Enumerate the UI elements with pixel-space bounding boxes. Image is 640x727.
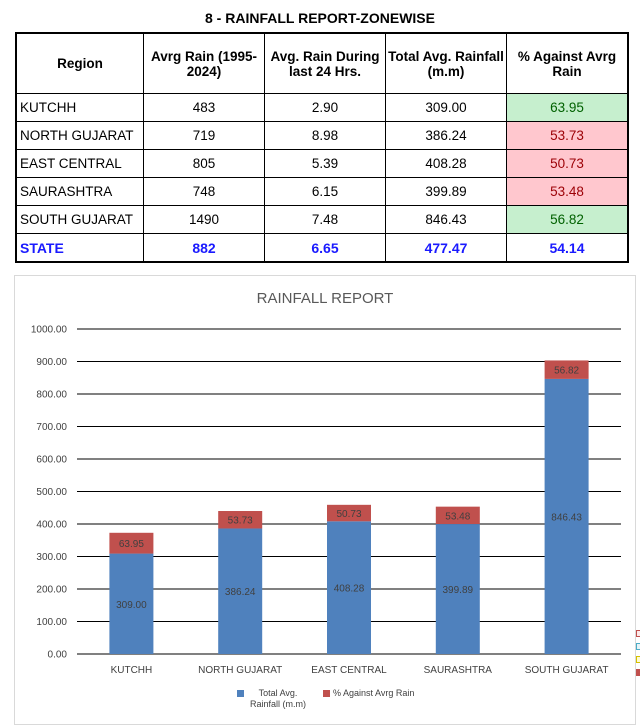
cell-last24: 6.15 [264,177,386,206]
cell-pct: 63.95 [506,93,629,122]
y-tick-label: 400.00 [36,520,67,531]
cell-region: NORTH GUJARAT [15,121,144,150]
cell-avg: 483 [143,93,265,122]
bar-pct [435,506,480,525]
header-avg-rain: Avrg Rain (1995-2024) [143,32,265,94]
y-tick-label: 200.00 [36,585,67,596]
y-tick-label: 900.00 [36,357,67,368]
cell-total: 309.00 [385,93,507,122]
bar-pct [109,532,154,554]
data-label-total: 408.28 [334,584,365,595]
cell-region: KUTCHH [15,93,144,122]
header-last-24: Avg. Rain During last 24 Hrs. [264,32,386,94]
legend-label-total: Total Avg. Rainfall (m.m) [249,688,306,709]
y-tick-label: 800.00 [36,390,67,401]
header-region: Region [15,32,144,94]
bar-total [327,521,371,654]
y-tick-label: 0.00 [48,650,68,661]
edge-legend-fragment [636,630,640,682]
cell-total: 408.28 [385,149,507,178]
cell-total: 399.89 [385,177,507,206]
y-tick-label: 100.00 [36,617,67,628]
legend-item-pct: % Against Avrg Rain [323,688,414,710]
table-row: KUTCHH 483 2.90 309.00 63.95 [15,93,629,122]
cell-avg: 1490 [143,205,265,234]
table-row: EAST CENTRAL 805 5.39 408.28 50.73 [15,149,629,178]
edge-swatch [636,656,640,663]
bar-pct [218,511,263,529]
cell-avg: 805 [143,149,265,178]
data-label-pct: 63.95 [119,539,144,550]
x-tick-label: EAST CENTRAL [311,665,387,676]
y-tick-label: 700.00 [36,422,67,433]
cell-pct: 50.73 [506,149,629,178]
legend-swatch-pct [323,690,330,697]
data-label-pct: 53.48 [445,511,470,522]
x-tick-label: SOUTH GUJARAT [525,665,609,676]
y-tick-label: 300.00 [36,552,67,563]
data-label-pct: 56.82 [554,366,579,377]
cell-avg: 719 [143,121,265,150]
cell-region: SAURASHTRA [15,177,144,206]
y-tick-label: 500.00 [36,487,67,498]
legend-swatch-total [237,690,244,697]
cell-pct: 53.73 [506,121,629,150]
cell-region: EAST CENTRAL [15,149,144,178]
data-label-total: 386.24 [225,587,256,598]
chart-title: RAINFALL REPORT [256,290,394,307]
data-label-total: 309.00 [116,600,147,611]
cell-pct: 56.82 [506,205,629,234]
bar-total [544,378,589,654]
table-header-row: Region Avrg Rain (1995-2024) Avg. Rain D… [15,32,629,94]
y-tick-label: 600.00 [36,455,67,466]
header-pct-against: % Against Avrg Rain [506,32,629,94]
cell-total: 477.47 [385,233,507,263]
table-row: SOUTH GUJARAT 1490 7.48 846.43 56.82 [15,205,629,234]
bar-pct [327,504,371,522]
chart-plot-area: 0.00 100.00 200.00 300.00 400.00 500.00 600.00… [31,325,621,676]
legend-label-pct: % Against Avrg Rain [333,688,415,698]
header-total-avg: Total Avg. Rainfall (m.m) [385,32,507,94]
x-tick-label: SAURASHTRA [424,665,493,676]
x-tick-label: NORTH GUJARAT [198,665,282,676]
edge-swatch [636,630,640,637]
bar-total [435,524,480,654]
cell-last24: 7.48 [264,205,386,234]
cell-last24: 8.98 [264,121,386,150]
cell-last24: 6.65 [264,233,386,263]
edge-swatch [636,669,640,676]
cell-avg: 748 [143,177,265,206]
data-label-pct: 50.73 [336,509,361,520]
cell-region: STATE [15,233,144,263]
cell-total: 846.43 [385,205,507,234]
bar-pct [544,360,589,379]
cell-pct: 53.48 [506,177,629,206]
table-row: SAURASHTRA 748 6.15 399.89 53.48 [15,177,629,206]
bar-total [109,553,154,654]
cell-last24: 2.90 [264,93,386,122]
table-row: NORTH GUJARAT 719 8.98 386.24 53.73 [15,121,629,150]
rainfall-chart: RAINFALL REPORT 0.00 100.00 200.00 300.00 40… [14,275,636,725]
report-title: 8 - RAINFALL REPORT-ZONEWISE [205,10,435,26]
cell-avg: 882 [143,233,265,263]
edge-swatch [636,643,640,650]
cell-region: SOUTH GUJARAT [15,205,144,234]
bar-total [218,528,263,654]
data-label-pct: 53.73 [228,516,253,527]
cell-pct: 54.14 [506,233,629,263]
y-tick-label: 1000.00 [31,325,68,336]
x-tick-label: KUTCHH [111,665,153,676]
rainfall-table: Region Avrg Rain (1995-2024) Avg. Rain D… [15,32,629,263]
state-total-row: STATE 882 6.65 477.47 54.14 [15,233,629,263]
cell-last24: 5.39 [264,149,386,178]
data-label-total: 846.43 [551,512,582,523]
data-label-total: 399.89 [443,585,474,596]
legend-item-total: Total Avg. Rainfall (m.m) [237,688,309,710]
cell-total: 386.24 [385,121,507,150]
chart-legend: Total Avg. Rainfall (m.m) % Against Avrg… [237,688,414,710]
